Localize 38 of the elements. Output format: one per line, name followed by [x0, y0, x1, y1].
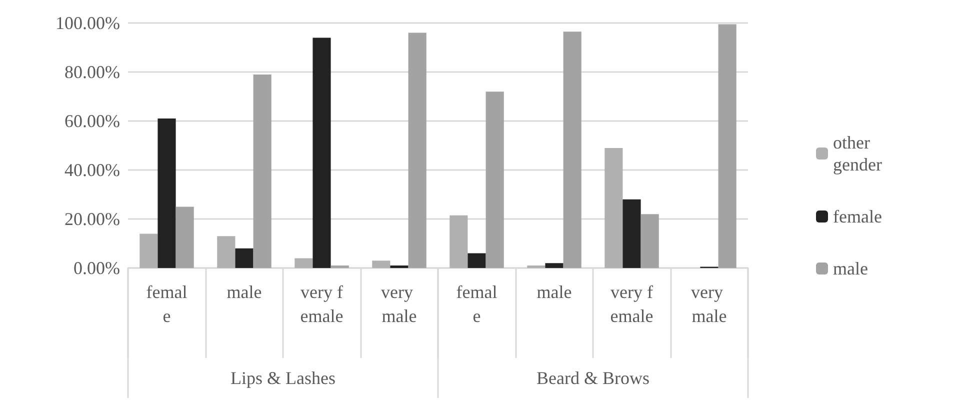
bar — [217, 236, 236, 268]
x-tick-label: male — [226, 282, 262, 302]
bar — [176, 206, 194, 268]
bar — [253, 74, 272, 268]
bar — [640, 214, 659, 268]
text: Beard & Brows — [536, 368, 650, 388]
bar — [372, 260, 390, 268]
bar — [450, 215, 468, 268]
x-tick-label: very female — [610, 282, 654, 326]
bar — [604, 148, 623, 268]
bar — [140, 234, 158, 268]
text: Lips & Lashes — [230, 368, 336, 388]
x-tick-label: very male — [691, 282, 728, 326]
y-tick-label: 0.00% — [74, 258, 120, 278]
bar — [158, 118, 176, 268]
x-tick-label: female — [456, 282, 498, 326]
bar — [486, 92, 504, 268]
legend-label: male — [833, 258, 868, 278]
x-tick-label: male — [536, 282, 572, 302]
y-tick-label: 80.00% — [64, 62, 120, 82]
x-tick-label: female — [146, 282, 188, 326]
y-tick-label: 100.00% — [56, 13, 120, 33]
bar — [468, 253, 486, 268]
y-tick-label: 20.00% — [64, 209, 120, 229]
bar — [235, 248, 254, 268]
y-tick-label: 60.00% — [64, 111, 120, 131]
bar — [408, 32, 426, 268]
bar — [563, 32, 582, 268]
legend-label: female — [833, 206, 882, 226]
bar — [312, 38, 331, 268]
bar — [294, 258, 313, 268]
legend-label: other gender — [833, 132, 882, 174]
bar — [718, 24, 736, 268]
bar — [545, 263, 564, 268]
y-tick-label: 40.00% — [64, 160, 120, 180]
x-tick-label: very female — [300, 282, 344, 326]
x-tick-label: very male — [381, 282, 418, 326]
bar — [622, 199, 641, 268]
